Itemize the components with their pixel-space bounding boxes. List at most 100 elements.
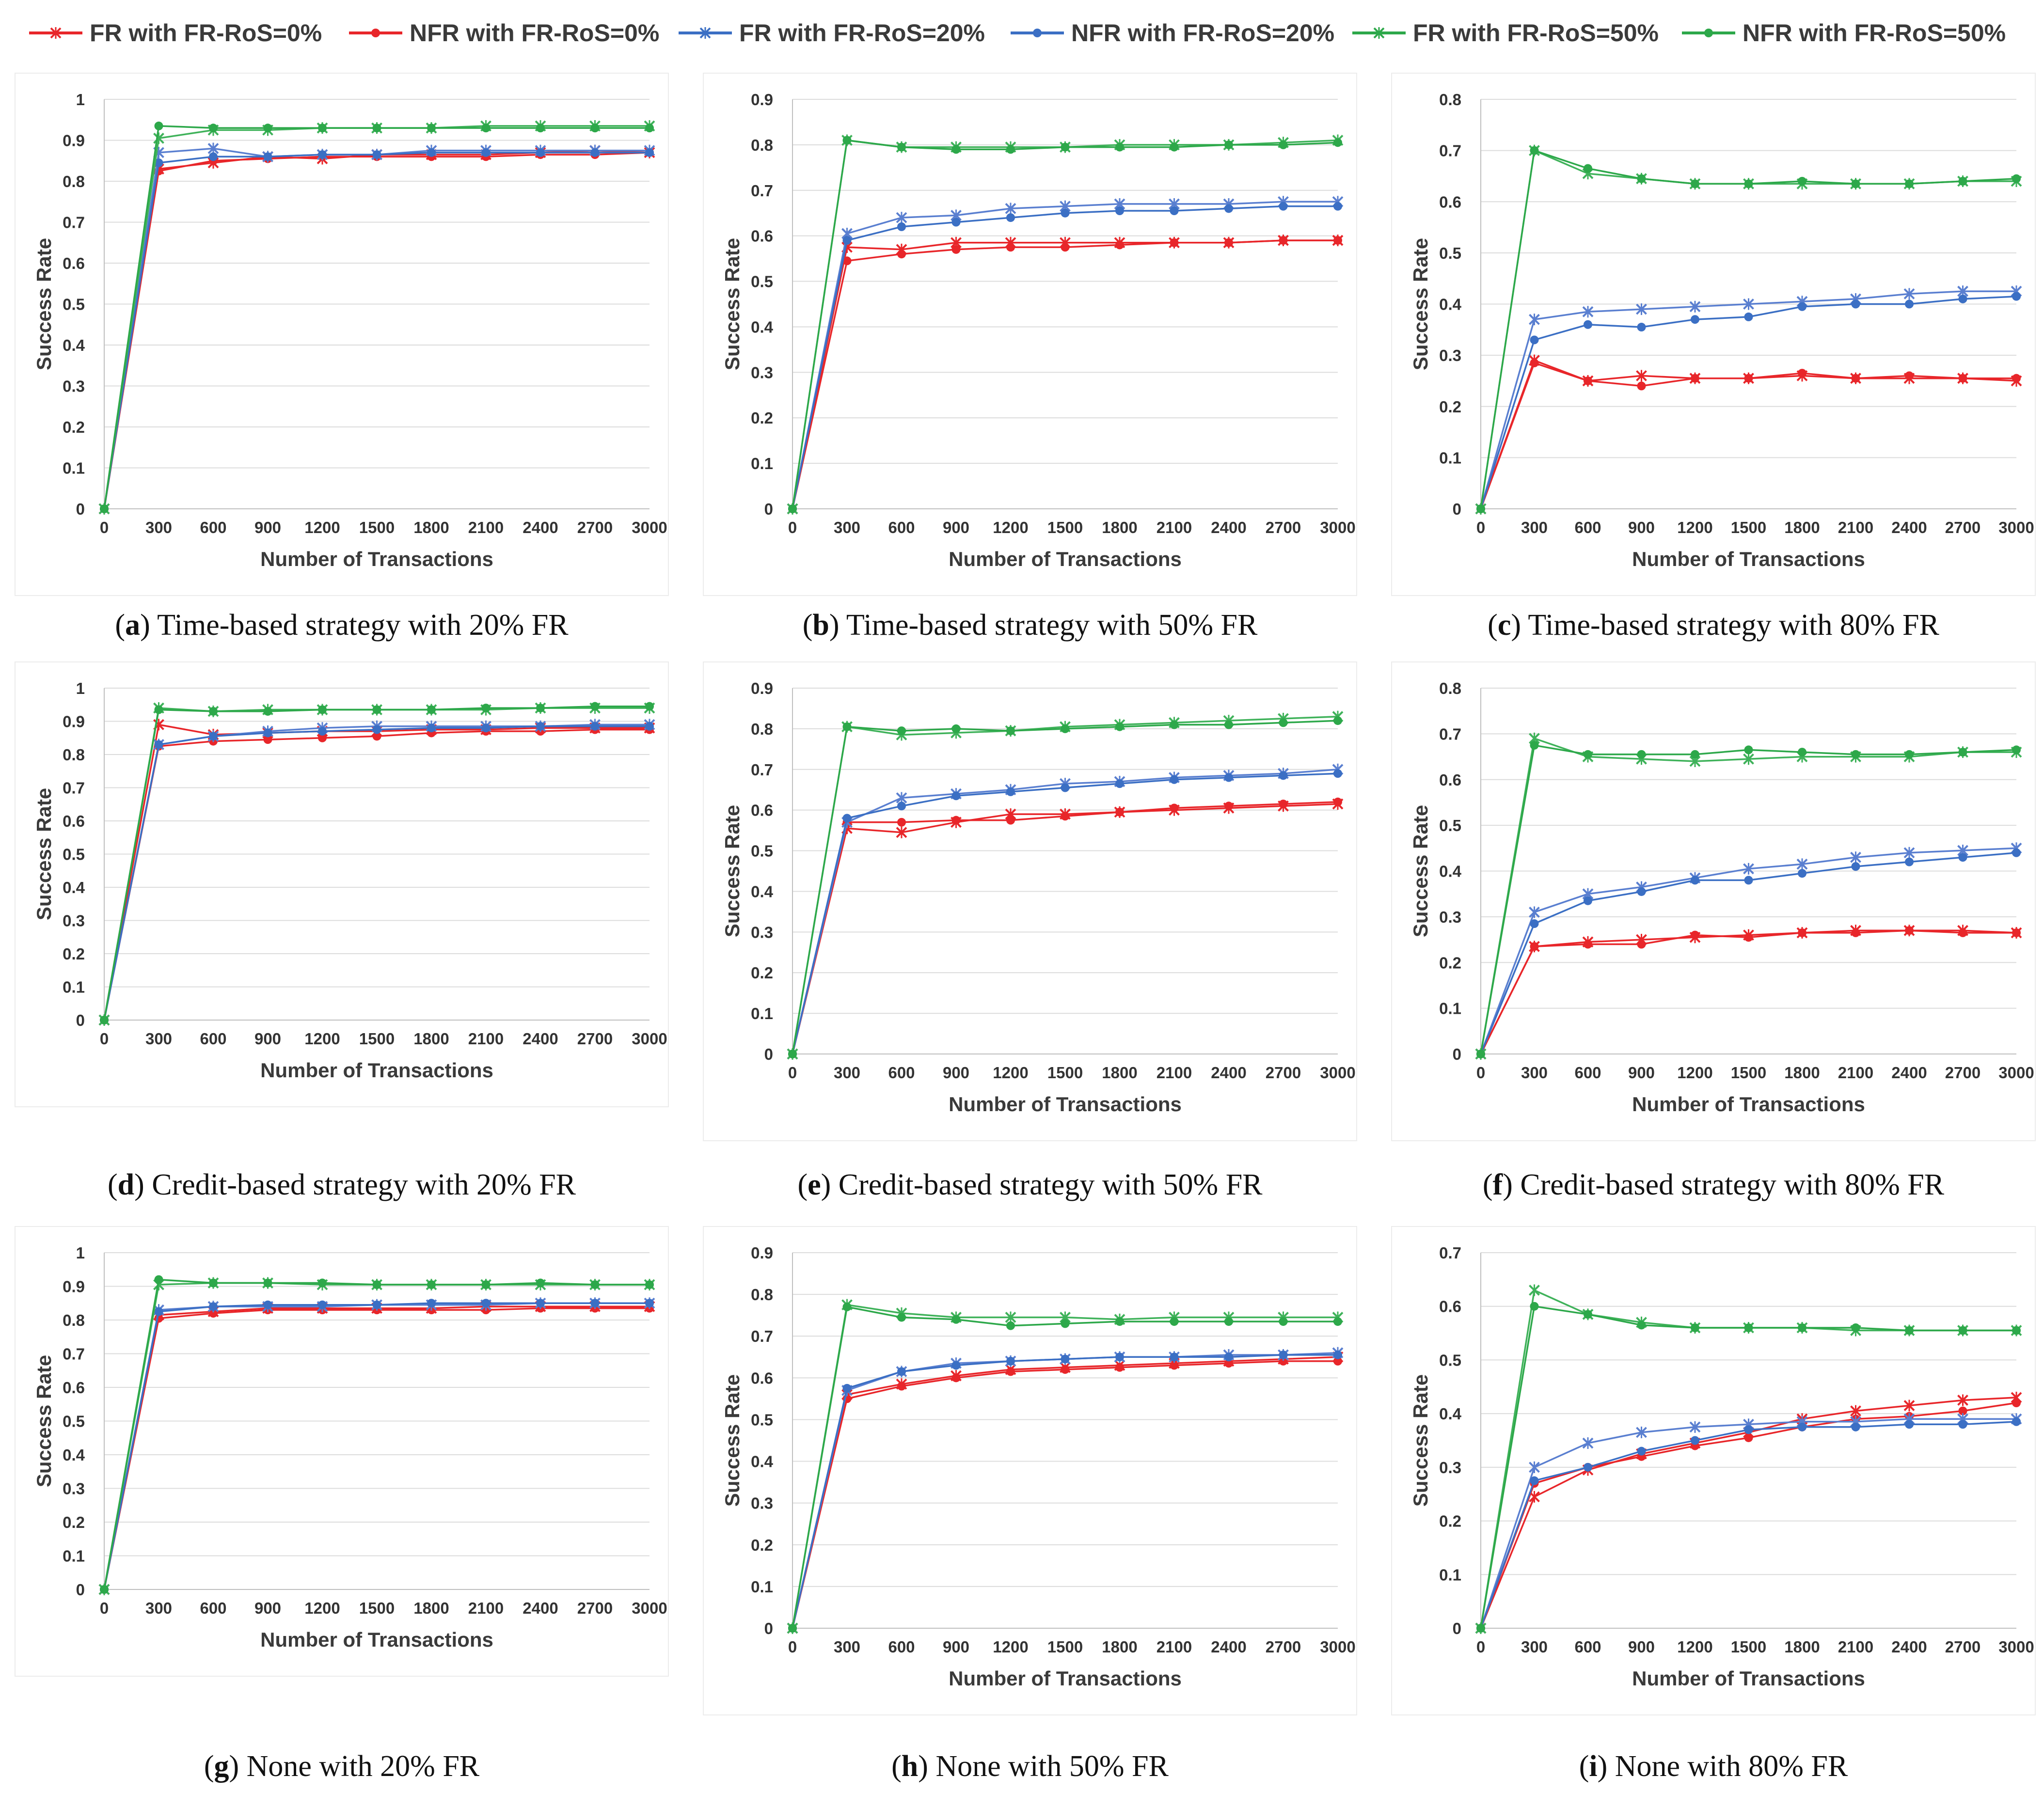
series-3 xyxy=(98,142,655,515)
x-tick-label: 1200 xyxy=(304,1030,340,1048)
data-point xyxy=(1530,942,1539,951)
x-tick-label: 2100 xyxy=(1157,519,1192,536)
data-point xyxy=(897,1367,906,1376)
data-point xyxy=(263,152,272,161)
x-tick-label: 2100 xyxy=(468,1599,504,1617)
x-tick-label: 300 xyxy=(145,1599,172,1617)
series-line xyxy=(103,147,650,509)
data-point xyxy=(372,150,381,159)
data-point xyxy=(1637,887,1646,896)
chart-f-svg: 0 0.1 0.2 0.3 0.4 0.5 0.6 0.7 0.8 0 300 600 900 1200 1… xyxy=(1391,661,2036,1141)
data-point xyxy=(1636,370,1647,382)
data-point xyxy=(263,735,272,744)
series-line xyxy=(1480,1418,2016,1629)
chart-h-svg: 0 0.1 0.2 0.3 0.4 0.5 0.6 0.7 0.8 0.9 0 300 600 900 12… xyxy=(703,1226,1357,1715)
data-point xyxy=(590,702,600,711)
series-5 xyxy=(98,1277,655,1595)
y-tick-label: 0 xyxy=(76,1581,85,1599)
data-point xyxy=(1582,306,1594,318)
data-point xyxy=(1637,940,1646,949)
data-point xyxy=(372,1280,381,1289)
data-point xyxy=(2012,174,2021,183)
chart-panel-b: 0 0.1 0.2 0.3 0.4 0.5 0.6 0.7 0.8 0.9 0 300 600 900 12… xyxy=(703,73,1357,596)
legend-label: FR with FR-RoS=0% xyxy=(90,19,322,47)
data-point xyxy=(645,124,654,133)
x-tick-label: 2700 xyxy=(577,1599,613,1617)
series-line xyxy=(792,1354,1338,1629)
x-tick-label: 2700 xyxy=(577,1030,613,1048)
series-line xyxy=(1480,929,2016,1054)
data-point xyxy=(1333,236,1342,245)
y-tick-label: 0.3 xyxy=(63,912,85,930)
y-tick-label: 0.5 xyxy=(751,842,773,860)
data-point xyxy=(154,705,163,714)
data-point xyxy=(788,504,797,513)
caption-a-letter: a xyxy=(125,609,141,642)
legend-entry-2: NFR with FR-RoS=0% xyxy=(349,19,659,47)
x-tick-label: 900 xyxy=(254,1599,281,1617)
data-point xyxy=(1958,928,1967,937)
series-line xyxy=(792,720,1338,1054)
data-point xyxy=(1798,302,1806,311)
data-point xyxy=(1584,1462,1592,1472)
data-point xyxy=(1061,724,1070,733)
y-tick-label: 0.1 xyxy=(63,1547,85,1565)
series-1 xyxy=(787,235,1344,515)
data-point xyxy=(1691,1436,1699,1445)
data-point xyxy=(842,236,852,245)
data-point xyxy=(1691,750,1699,759)
data-point xyxy=(1903,1399,1915,1412)
data-point xyxy=(1798,869,1806,878)
series-4 xyxy=(1476,292,2021,513)
data-point xyxy=(1279,236,1288,245)
series-6 xyxy=(1476,1302,2021,1633)
y-tick-label: 0.5 xyxy=(1439,1351,1461,1369)
data-point xyxy=(951,816,961,825)
x-tick-label: 600 xyxy=(200,1030,226,1048)
series-5 xyxy=(1475,144,2022,515)
y-tick-label: 0.2 xyxy=(63,418,85,436)
y-axis-title: Success Rate xyxy=(721,1374,744,1507)
series-line xyxy=(792,139,1338,509)
data-point xyxy=(2012,1326,2021,1335)
data-point xyxy=(427,705,436,714)
series-4 xyxy=(1476,848,2021,1058)
y-axis-title: Success Rate xyxy=(1409,805,1432,937)
series-5 xyxy=(787,1299,1344,1634)
y-tick-label: 0.7 xyxy=(63,1345,85,1363)
data-point xyxy=(1006,1321,1015,1330)
series-line xyxy=(103,723,650,1021)
x-axis-title: Number of Transactions xyxy=(1632,548,1865,570)
data-point xyxy=(427,124,436,133)
data-point xyxy=(1958,294,1967,303)
data-point xyxy=(1170,720,1179,729)
x-tick-label: 900 xyxy=(254,519,281,536)
data-point xyxy=(1957,1394,1968,1406)
data-point xyxy=(1006,213,1015,222)
y-tick-label: 0.5 xyxy=(751,1411,773,1429)
data-point xyxy=(645,702,654,711)
data-point xyxy=(1224,802,1233,811)
series-line xyxy=(103,1282,650,1590)
data-point xyxy=(481,1280,491,1289)
data-point xyxy=(1529,906,1540,918)
y-tick-label: 0.4 xyxy=(63,879,85,896)
data-point xyxy=(536,1278,545,1288)
x-tick-label: 2100 xyxy=(1838,1638,1873,1656)
data-point xyxy=(896,212,907,224)
x-tick-label: 2700 xyxy=(1266,519,1301,536)
data-point xyxy=(842,256,852,266)
x-tick-label: 600 xyxy=(1574,519,1601,536)
data-point xyxy=(1115,206,1124,216)
data-point xyxy=(1279,718,1288,727)
data-point xyxy=(1744,179,1753,189)
series-line xyxy=(792,239,1338,509)
data-point xyxy=(2012,292,2021,301)
caption-f-letter: f xyxy=(1492,1168,1503,1201)
y-tick-label: 0.6 xyxy=(751,227,773,245)
y-tick-label: 0.9 xyxy=(63,132,85,150)
series-5 xyxy=(98,120,655,515)
data-point xyxy=(1851,179,1860,189)
data-point xyxy=(1958,748,1967,757)
data-point xyxy=(100,504,109,513)
